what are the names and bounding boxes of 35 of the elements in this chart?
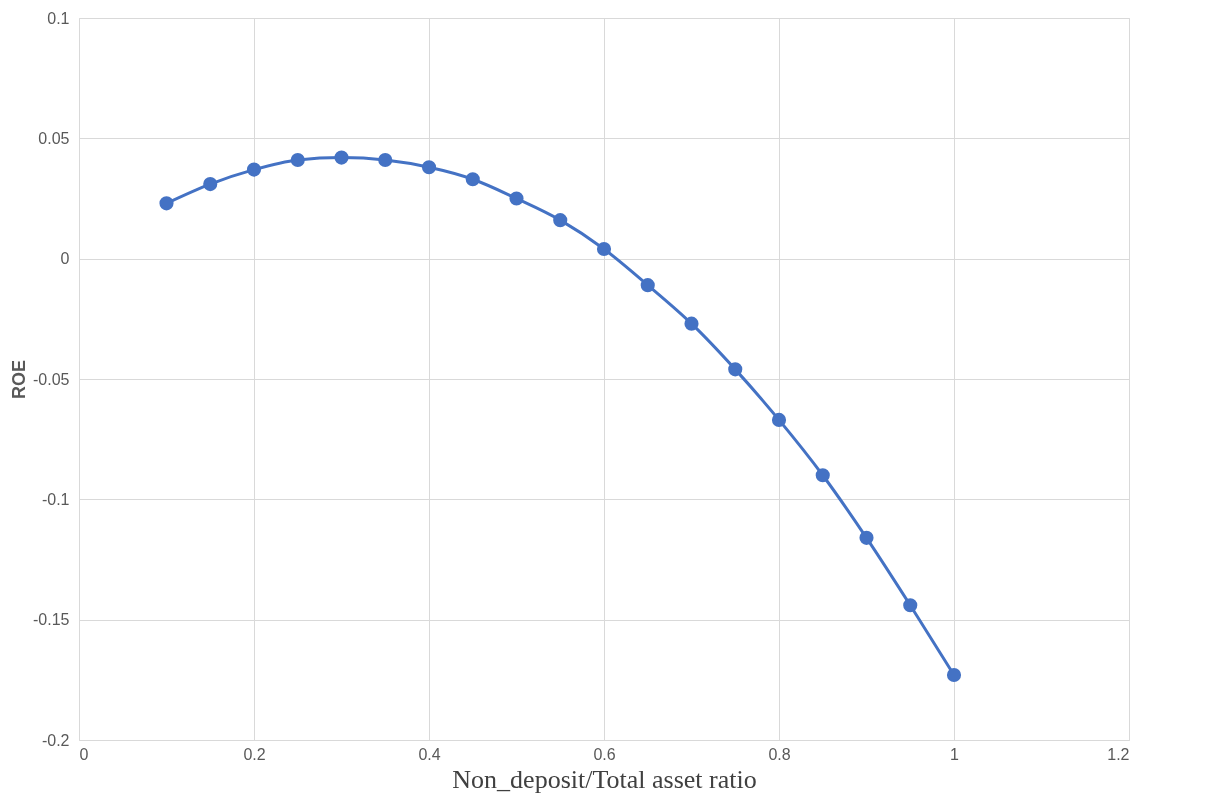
y-tick-label: 0.1 (47, 9, 70, 27)
y-tick-label: 0 (60, 250, 70, 268)
y-tick-label: 0.05 (38, 129, 70, 147)
point (684, 316, 699, 331)
point (596, 241, 612, 257)
point (946, 667, 962, 683)
x-tick-label: 0.6 (593, 745, 616, 763)
point (465, 172, 480, 187)
point (203, 177, 218, 192)
y-axis-title: ROE (9, 359, 30, 400)
point (290, 152, 305, 168)
point (728, 362, 743, 377)
point (859, 530, 874, 545)
x-tick-label: 0 (79, 745, 89, 763)
y-tick-label: -0.05 (33, 370, 70, 388)
y-tick-label: -0.2 (41, 731, 70, 749)
point (640, 278, 655, 293)
y-tick-label: -0.1 (41, 490, 70, 508)
x-tick-label: 1.2 (1107, 745, 1130, 763)
point (334, 150, 349, 165)
x-tick-label: 0.4 (418, 745, 441, 763)
point (815, 468, 830, 483)
x-tick-label: 0.2 (243, 745, 266, 763)
point (509, 191, 524, 206)
point (246, 162, 262, 177)
x-tick-label: 1 (950, 745, 960, 763)
point (159, 196, 174, 211)
point (553, 213, 568, 228)
point (378, 152, 393, 168)
x-tick-label: 0.8 (768, 745, 791, 763)
point (421, 160, 437, 175)
y-tick-label: -0.15 (33, 611, 70, 629)
x-axis-title: Non_deposit/Total asset ratio (452, 764, 757, 794)
point (903, 598, 918, 613)
point (771, 412, 787, 427)
